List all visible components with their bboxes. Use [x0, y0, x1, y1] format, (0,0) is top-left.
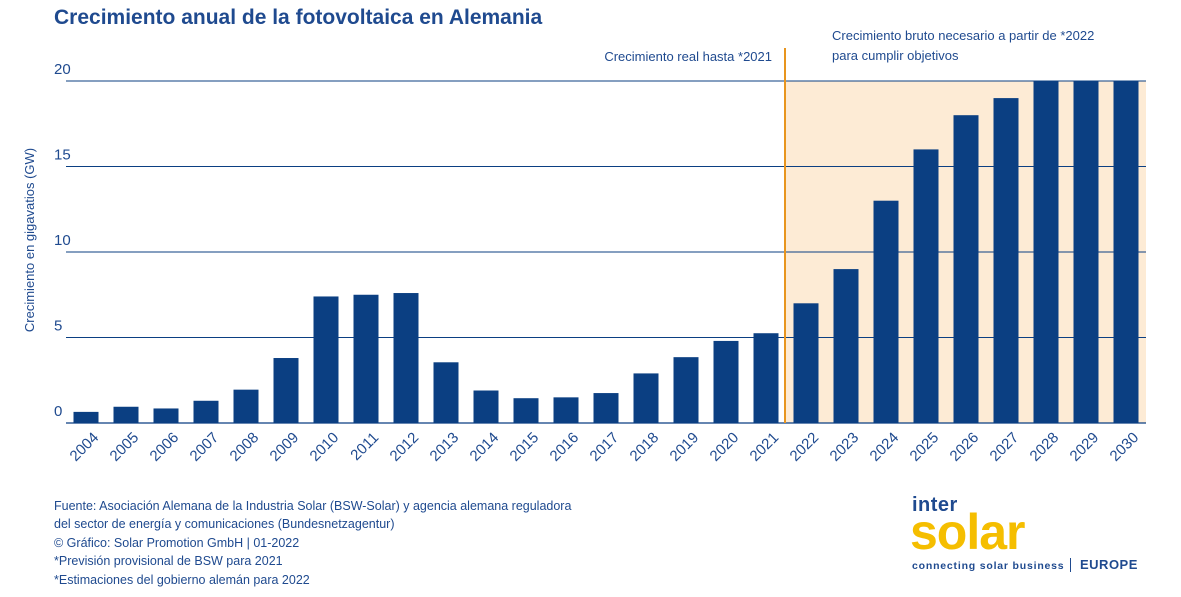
x-tick-label: 2027: [987, 429, 1023, 465]
bar: [993, 98, 1019, 423]
bar: [1113, 81, 1139, 423]
bar: [473, 390, 499, 423]
x-tick-label: 2024: [867, 429, 903, 465]
x-tick-label: 2004: [67, 429, 103, 465]
bar: [873, 200, 899, 423]
annotation-actual: Crecimiento real hasta *2021: [604, 49, 772, 64]
x-tick-label: 2007: [187, 429, 223, 465]
x-tick-label: 2014: [467, 429, 503, 465]
x-tick-label: 2016: [547, 429, 583, 465]
bar: [913, 149, 939, 423]
bar: [633, 373, 659, 423]
x-tick-label: 2011: [347, 429, 382, 464]
logo-inter-text: inter: [912, 494, 958, 516]
x-tick-label: 2006: [147, 429, 183, 465]
x-tick-label: 2026: [947, 429, 983, 465]
footer-line-note-2022: *Estimaciones del gobierno alemán para 2…: [54, 572, 310, 587]
x-tick-label: 2018: [627, 429, 663, 465]
bar: [433, 362, 459, 423]
x-tick-label: 2028: [1027, 429, 1063, 465]
bar: [233, 389, 259, 423]
bar: [953, 115, 979, 423]
logo-separator: [1070, 558, 1071, 572]
bar: [193, 400, 219, 423]
x-tick-label: 2023: [827, 429, 863, 465]
y-tick-label: 20: [54, 61, 71, 78]
bar: [513, 398, 539, 423]
x-tick-label: 2009: [267, 429, 303, 465]
bar: [833, 269, 859, 423]
footer-line-source-cont: del sector de energía y comunicaciones (…: [54, 517, 395, 532]
bar: [553, 397, 579, 423]
x-tick-label: 2025: [907, 429, 943, 465]
bar: [153, 408, 179, 423]
x-tick-label: 2008: [227, 429, 263, 465]
x-tick-label: 2022: [787, 429, 823, 465]
x-tick-label: 2030: [1107, 429, 1143, 465]
y-tick-label: 10: [54, 232, 71, 249]
x-tick-label: 2013: [427, 429, 463, 465]
y-tick-label: 0: [54, 403, 62, 420]
bar: [793, 303, 819, 423]
bar: [353, 294, 379, 423]
x-tick-label: 2020: [707, 429, 743, 465]
x-tick-label: 2005: [107, 429, 143, 465]
y-tick-label: 15: [54, 147, 71, 164]
logo-region: EUROPE: [1080, 557, 1138, 572]
x-tick-label: 2029: [1067, 429, 1103, 465]
y-axis-label: Crecimiento en gigavatios (GW): [22, 148, 37, 332]
intersolar-logo: inter solar connecting solar business EU…: [910, 490, 1160, 580]
annotation-needed-line1: Crecimiento bruto necesario a partir de …: [832, 28, 1094, 43]
x-tick-label: 2015: [507, 429, 543, 465]
footer-line-copyright: © Gráfico: Solar Promotion GmbH | 01-202…: [54, 535, 300, 550]
bar: [1033, 81, 1059, 423]
bar: [593, 393, 619, 423]
x-tick-label: 2021: [747, 429, 783, 465]
bar: [273, 358, 299, 423]
bar-chart: 2004 2005 2006 2007 2008 2009 2010 2011 2012 2013…: [22, 28, 1146, 465]
logo-solar-text: solar: [910, 504, 1026, 560]
bar: [313, 296, 339, 423]
x-tick-label: 2019: [667, 429, 703, 465]
bar: [753, 333, 779, 423]
x-tick-label: 2012: [387, 429, 423, 465]
bar: [73, 411, 99, 423]
bar: [113, 406, 139, 423]
annotation-needed-line2: para cumplir objetivos: [832, 48, 959, 63]
bar: [713, 340, 739, 423]
bar: [1073, 81, 1099, 423]
y-tick-label: 5: [54, 318, 62, 335]
x-tick-label: 2010: [307, 429, 343, 465]
chart-title: Crecimiento anual de la fotovoltaica en …: [54, 6, 543, 29]
bar: [673, 357, 699, 423]
footer-line-source: Fuente: Asociación Alemana de la Industr…: [54, 499, 572, 513]
source-footer: Fuente: Asociación Alemana de la Industr…: [54, 497, 571, 589]
footer-line-note-2021: *Previsión provisional de BSW para 2021: [54, 554, 283, 569]
x-tick-label: 2017: [587, 429, 623, 465]
bar: [393, 293, 419, 423]
logo-tagline: connecting solar business: [912, 560, 1065, 572]
